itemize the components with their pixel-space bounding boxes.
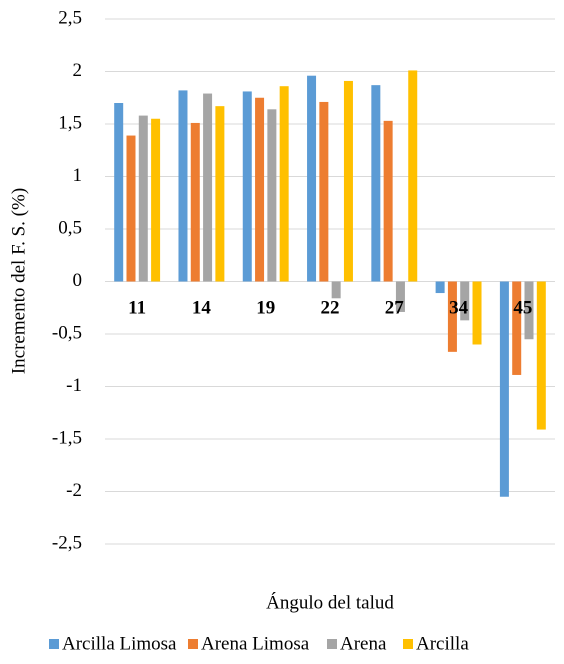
bar (255, 97, 265, 282)
legend-swatch (188, 639, 198, 649)
bar (138, 115, 148, 282)
y-tick-label: -1,5 (52, 427, 82, 448)
y-tick-label: 2 (73, 60, 83, 81)
bar (215, 106, 225, 282)
bar (499, 281, 509, 497)
legend-label: Arcilla (416, 633, 469, 654)
y-tick-label: 0,5 (58, 217, 82, 238)
y-tick-label: -1 (66, 375, 82, 396)
bar (242, 91, 252, 282)
legend-label: Arena (340, 633, 387, 654)
bar (267, 109, 277, 282)
y-tick-label: -2 (66, 480, 82, 501)
x-tick-label: 19 (256, 297, 275, 318)
x-tick-label: 27 (385, 297, 405, 318)
bar (343, 80, 353, 282)
y-tick-label: 1 (73, 165, 83, 186)
legend-swatch (403, 639, 413, 649)
x-tick-label: 11 (128, 297, 146, 318)
bar (203, 93, 213, 282)
bar (114, 103, 124, 282)
y-axis-title: Incremento del F. S. (%) (8, 188, 29, 374)
bar (279, 86, 289, 282)
x-tick-label: 22 (321, 297, 340, 318)
bar (536, 281, 546, 430)
bar (307, 75, 317, 282)
x-axis-title: Ángulo del talud (266, 591, 394, 613)
bar (151, 118, 161, 282)
bar (126, 135, 136, 282)
bar (319, 101, 329, 282)
legend-swatch (49, 639, 59, 649)
bar (178, 90, 188, 282)
bar (408, 70, 418, 282)
y-tick-label: -2,5 (52, 532, 82, 553)
y-tick-label: 1,5 (58, 112, 82, 133)
x-tick-label: 14 (192, 297, 212, 318)
bar (190, 122, 200, 282)
bar (472, 281, 482, 345)
y-tick-label: -0,5 (52, 322, 82, 343)
bar (460, 281, 470, 321)
legend-swatch (327, 639, 337, 649)
y-tick-label: 2,5 (58, 7, 82, 28)
legend-label: Arena Limosa (201, 633, 310, 654)
bar (331, 281, 341, 299)
bar (383, 120, 393, 282)
x-tick-label: 34 (449, 297, 469, 318)
y-tick-label: 0 (73, 270, 83, 291)
legend-label: Arcilla Limosa (62, 633, 177, 654)
bar (395, 281, 405, 312)
bar (435, 281, 445, 294)
bar (447, 281, 457, 352)
bar (512, 281, 522, 375)
bar (371, 85, 381, 282)
x-tick-label: 45 (513, 297, 532, 318)
bar (524, 281, 534, 340)
